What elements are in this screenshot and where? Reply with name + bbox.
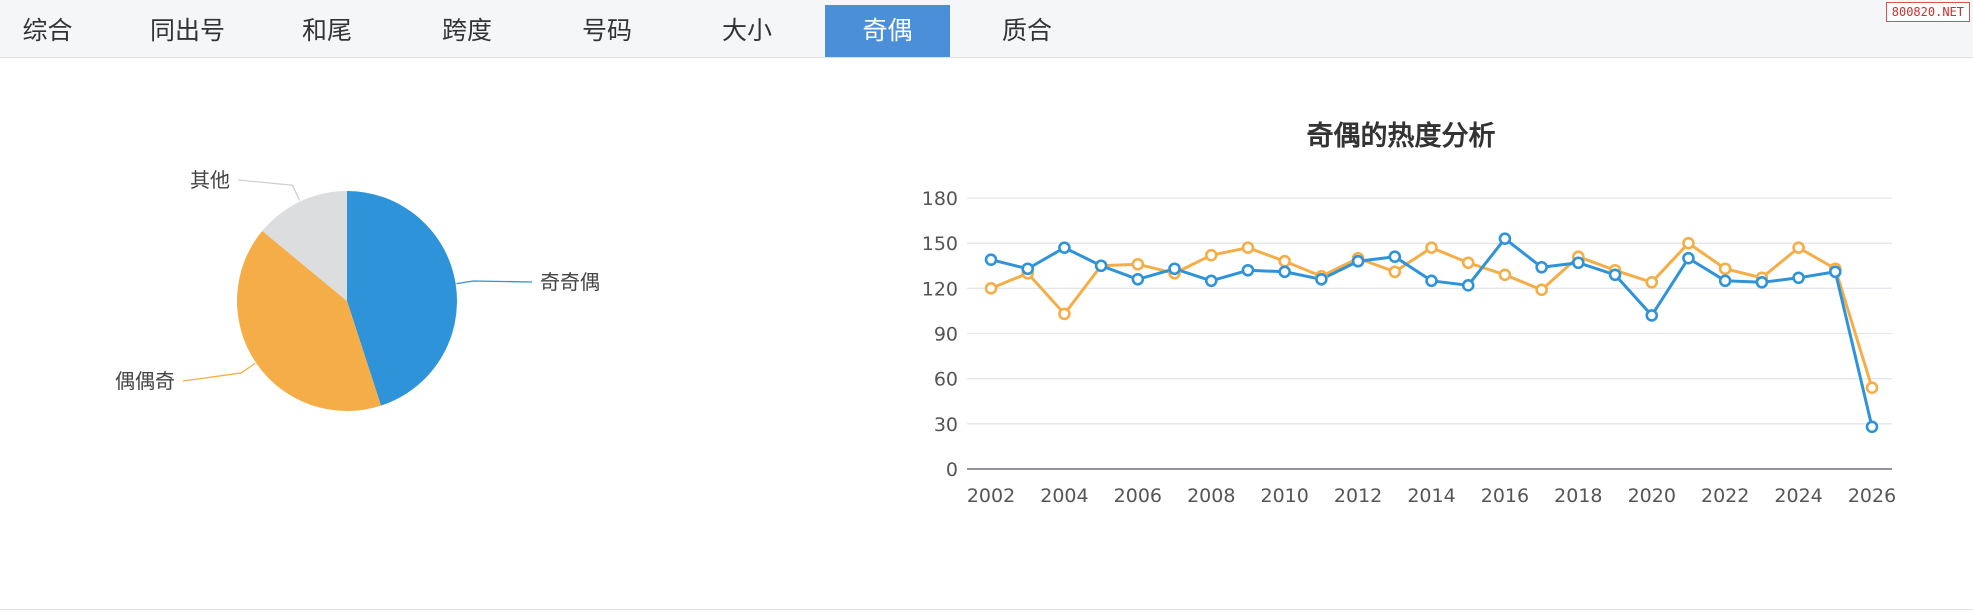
data-point[interactable] — [1058, 241, 1071, 254]
data-point[interactable] — [1645, 276, 1659, 289]
data-point[interactable] — [1241, 263, 1255, 277]
y-tick-label: 90 — [934, 324, 958, 346]
bottom-divider — [0, 609, 1973, 610]
data-point[interactable] — [1682, 236, 1695, 250]
slice-ououqi[interactable] — [237, 230, 381, 411]
data-point[interactable] — [1645, 309, 1659, 322]
data-point[interactable] — [1682, 251, 1695, 265]
tab-daxiao[interactable]: 大小 — [721, 16, 772, 45]
tab-zonghe[interactable]: 综合 — [22, 16, 73, 45]
data-point[interactable] — [1535, 260, 1548, 274]
data-point[interactable] — [1168, 266, 1181, 280]
y-tick-label: 60 — [934, 369, 958, 391]
site-watermark: 800820.NET — [1885, 2, 1970, 22]
x-tick-label: 2016 — [1481, 485, 1529, 507]
data-point[interactable] — [1204, 274, 1218, 288]
data-point[interactable] — [1461, 256, 1475, 270]
data-point[interactable] — [1755, 276, 1769, 289]
tab-hewei[interactable]: 和尾 — [301, 16, 352, 45]
x-tick-label: 2010 — [1260, 485, 1308, 507]
data-point[interactable] — [1094, 259, 1108, 273]
data-point[interactable] — [1351, 254, 1365, 268]
data-point[interactable] — [1315, 269, 1328, 283]
y-tick-label: 150 — [922, 233, 958, 255]
data-point[interactable] — [1278, 265, 1291, 279]
data-point[interactable] — [1461, 279, 1475, 292]
y-tick-label: 120 — [922, 278, 958, 300]
data-point[interactable] — [1425, 241, 1438, 254]
x-tick-label: 2006 — [1114, 485, 1162, 507]
tab-jiou[interactable]: 奇偶 — [825, 5, 950, 57]
data-point[interactable] — [1021, 266, 1035, 280]
x-tick-label: 2008 — [1187, 485, 1235, 507]
data-point[interactable] — [1425, 274, 1438, 288]
data-point[interactable] — [1828, 262, 1842, 276]
tab-bar: 综合 同出号 和尾 跨度 号码 大小 奇偶 质合 — [0, 0, 1973, 58]
data-point[interactable] — [1094, 259, 1108, 273]
x-tick-label: 2024 — [1774, 485, 1822, 507]
x-tick-label: 2018 — [1554, 485, 1602, 507]
data-point[interactable] — [1828, 265, 1842, 279]
data-point[interactable] — [1168, 262, 1181, 276]
pie-label: 其他 — [190, 168, 230, 192]
tab-kuadu[interactable]: 跨度 — [441, 16, 492, 45]
x-tick-label: 2004 — [1040, 485, 1088, 507]
data-point[interactable] — [1572, 256, 1585, 270]
y-tick-label: 0 — [946, 459, 958, 481]
data-point[interactable] — [1755, 271, 1769, 285]
series-line-0 — [990, 237, 1874, 428]
pie-leader-line — [456, 280, 533, 285]
pie-label: 偶偶奇 — [115, 369, 175, 393]
data-point[interactable] — [1572, 250, 1585, 264]
slice-qiqiou[interactable] — [347, 191, 457, 406]
x-tick-label: 2026 — [1848, 485, 1896, 507]
data-point[interactable] — [1535, 283, 1548, 297]
data-point[interactable] — [1131, 272, 1145, 286]
line-chart-title: 奇偶的热度分析 — [1307, 120, 1496, 152]
x-tick-label: 2014 — [1407, 485, 1455, 507]
data-point[interactable] — [1792, 241, 1805, 254]
tab-zhihe[interactable]: 质合 — [1001, 16, 1052, 45]
x-tick-label: 2020 — [1628, 485, 1676, 507]
data-point[interactable] — [1021, 262, 1035, 276]
data-point[interactable] — [984, 253, 998, 267]
tab-tongchuhao[interactable]: 同出号 — [149, 16, 225, 45]
data-point[interactable] — [1388, 265, 1402, 279]
y-tick-label: 180 — [922, 188, 958, 210]
data-point[interactable] — [1498, 232, 1512, 245]
data-point[interactable] — [1865, 420, 1879, 434]
data-point[interactable] — [1498, 268, 1512, 282]
data-point[interactable] — [1058, 307, 1071, 321]
data-point[interactable] — [984, 282, 998, 295]
data-point[interactable] — [1608, 268, 1622, 282]
tab-haoma[interactable]: 号码 — [581, 16, 632, 45]
x-tick-label: 2002 — [967, 485, 1015, 507]
x-tick-label: 2012 — [1334, 485, 1382, 507]
pie-leader-line — [237, 179, 301, 201]
series-line-1 — [990, 241, 1874, 389]
data-point[interactable] — [1608, 263, 1622, 277]
data-point[interactable] — [1351, 251, 1365, 265]
data-point[interactable] — [1865, 381, 1879, 395]
data-point[interactable] — [1315, 272, 1328, 286]
data-point[interactable] — [1131, 257, 1145, 271]
data-point[interactable] — [1718, 262, 1732, 276]
x-tick-label: 2022 — [1701, 485, 1749, 507]
data-point[interactable] — [1241, 241, 1255, 254]
pie-label: 奇奇偶 — [540, 270, 600, 294]
data-point[interactable] — [1792, 271, 1805, 285]
slice-qita[interactable] — [262, 190, 347, 301]
data-point[interactable] — [1388, 250, 1402, 264]
data-point[interactable] — [1204, 248, 1218, 262]
y-tick-label: 30 — [934, 414, 958, 436]
data-point[interactable] — [1718, 274, 1732, 288]
data-point[interactable] — [1278, 254, 1291, 268]
pie-leader-line — [182, 362, 256, 382]
